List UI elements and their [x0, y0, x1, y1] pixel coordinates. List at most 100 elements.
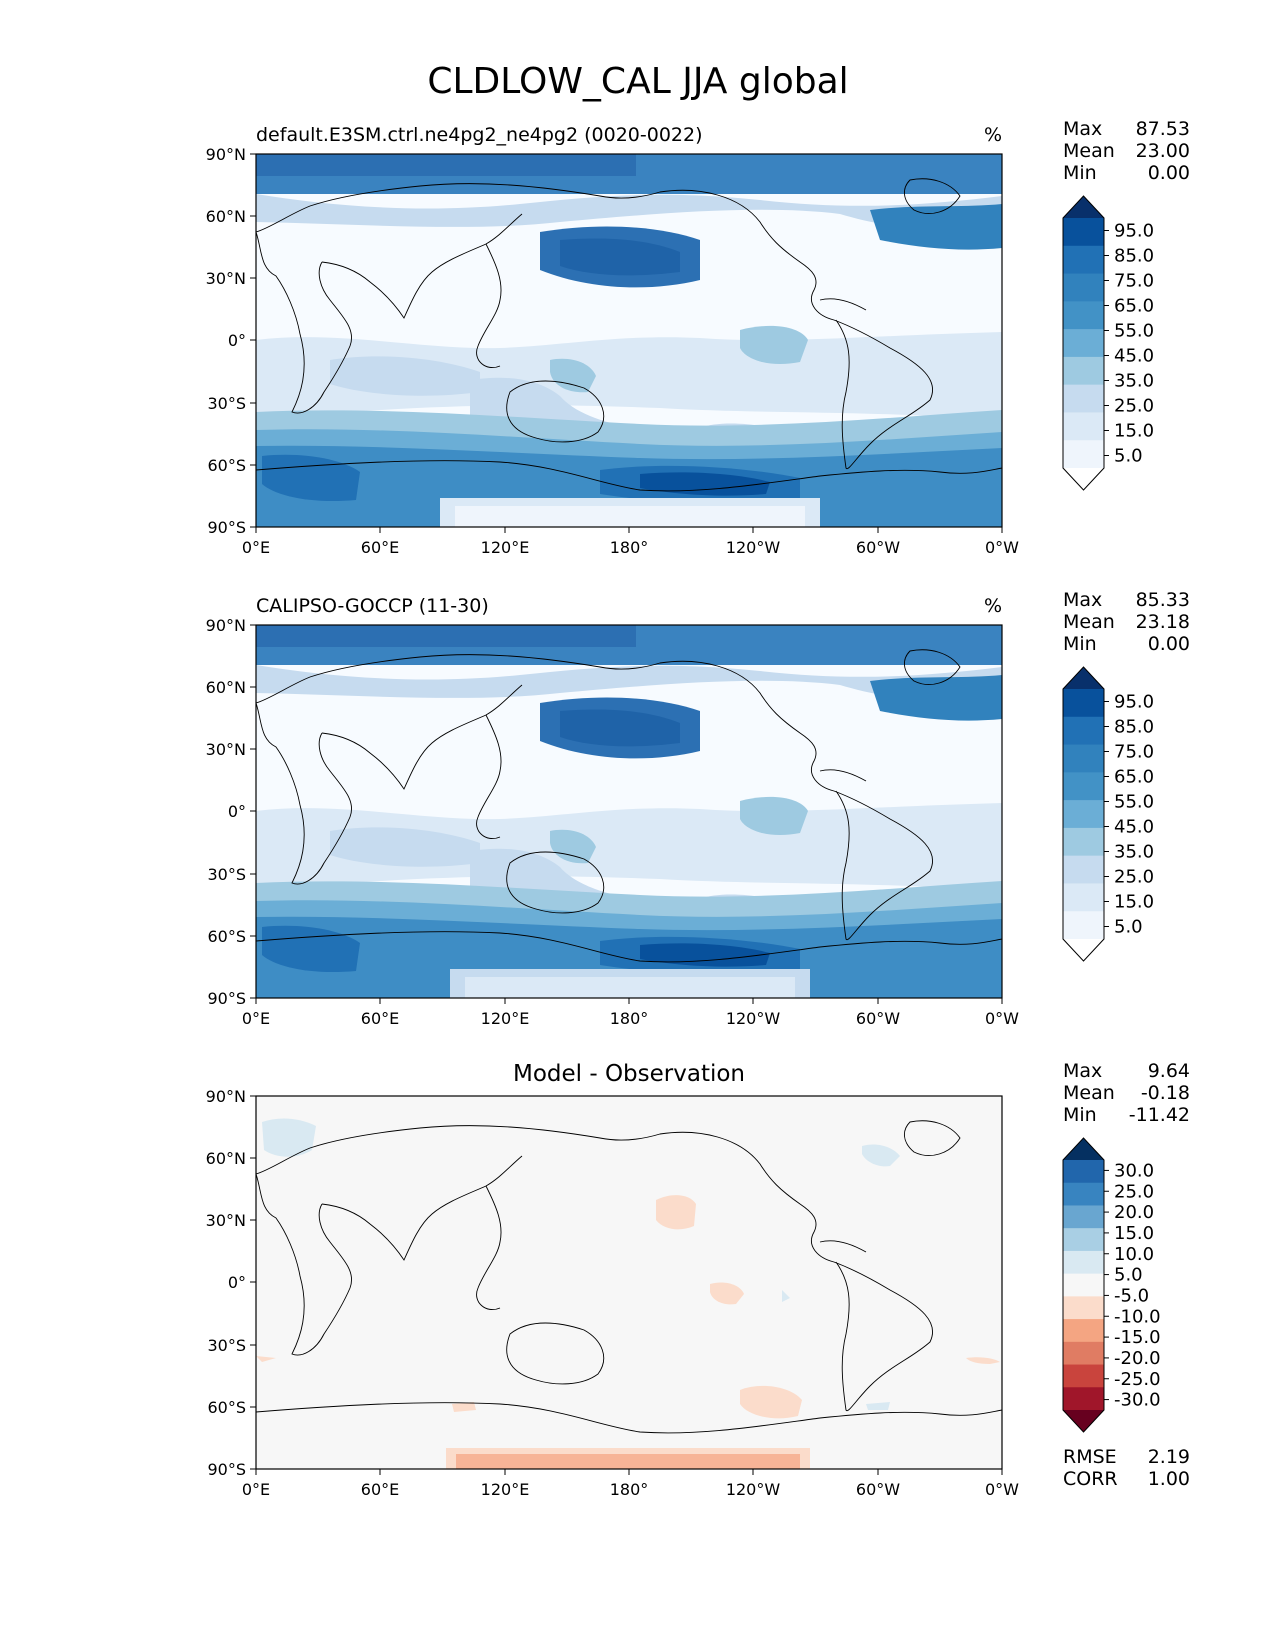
error-stats: RMSE 2.19 CORR 1.00 — [1063, 1446, 1190, 1490]
stat-value: 87.53 — [1136, 118, 1190, 140]
lat-tick-label: 60°N — [206, 678, 246, 697]
lon-tick-label: 0°E — [242, 1009, 270, 1028]
lon-tick-label: 60°W — [856, 538, 900, 557]
map-field — [256, 625, 1002, 998]
colorbar-segment — [1063, 827, 1104, 857]
colorbar-segment — [1063, 911, 1104, 940]
colorbar-outline — [1062, 195, 1105, 491]
panel-title: Model - Observation — [513, 1061, 745, 1087]
lat-tick-label: 30°N — [206, 1211, 246, 1230]
stat-value: 9.64 — [1148, 1060, 1190, 1082]
lat-tick-label: 90°N — [206, 145, 246, 164]
panel-difference: Model - Observation — [206, 1060, 1190, 1499]
colorbar-label: 65.0 — [1114, 296, 1154, 317]
stat-value: 85.33 — [1136, 589, 1190, 611]
coastlines — [256, 649, 1002, 963]
lat-tick-label: 30°S — [207, 865, 246, 884]
colorbar-label: 45.0 — [1114, 346, 1154, 367]
lon-tick-label: 120°W — [726, 1480, 781, 1499]
lat-tick-label: 30°N — [206, 740, 246, 759]
lon-tick-label: 120°W — [726, 1009, 781, 1028]
colorbar-label: 65.0 — [1114, 767, 1154, 788]
lat-tick-label: 60°S — [207, 456, 246, 475]
colorbar-label: 20.0 — [1114, 1202, 1154, 1223]
colorbar: 95.0 85.0 75.0 65.0 55.0 45.0 35.0 25.0 15.0 5.0 — [1062, 666, 1154, 962]
stat-value: 23.00 — [1136, 140, 1190, 162]
colorbar-label: 45.0 — [1114, 817, 1154, 838]
lon-tick-label: 60°W — [856, 1009, 900, 1028]
colorbar-segment — [1063, 1341, 1104, 1366]
lon-tick-label: 60°E — [361, 1009, 399, 1028]
lat-tick-label: 60°S — [207, 1398, 246, 1417]
stats-block: Max 9.64 Mean -0.18 Min -11.42 — [1063, 1060, 1190, 1126]
colorbar-segment — [1063, 1273, 1104, 1297]
map-field — [256, 154, 1002, 527]
colorbar-segment — [1063, 1387, 1104, 1411]
lon-axis: 0°E 60°E 120°E 180° 120°W 60°W 0°W — [242, 527, 1019, 557]
colorbar-label: 35.0 — [1114, 371, 1154, 392]
colorbar-label: 5.0 — [1114, 1265, 1143, 1286]
colorbar-segment — [1063, 1364, 1104, 1388]
stat-value: 23.18 — [1136, 611, 1190, 633]
colorbar-segment — [1063, 384, 1104, 413]
stat-value: -0.18 — [1141, 1082, 1190, 1104]
lat-tick-label: 30°S — [207, 394, 246, 413]
lon-tick-label: 0°W — [985, 1480, 1019, 1499]
lon-tick-label: 0°E — [242, 538, 270, 557]
colorbar: 30.025.020.015.010.05.0-5.0-10.0-15.0-20… — [1062, 1137, 1161, 1433]
colorbar-segment — [1063, 1205, 1104, 1229]
lon-tick-label: 120°E — [481, 538, 530, 557]
lon-tick-label: 60°E — [361, 1480, 399, 1499]
colorbar-segment — [1063, 772, 1104, 801]
stat-value: 1.00 — [1148, 1468, 1190, 1490]
lat-tick-label: 90°S — [207, 989, 246, 1008]
stat-label: Max — [1063, 1060, 1102, 1082]
colorbar-label: 55.0 — [1114, 321, 1154, 342]
lat-tick-label: 0° — [228, 802, 246, 821]
colorbar-label: 15.0 — [1114, 421, 1154, 442]
colorbar-label: -10.0 — [1114, 1306, 1161, 1327]
colorbar-segment — [1063, 716, 1104, 746]
lat-axis: 90°N 60°N 30°N 0° 30°S 60°S 90°S — [206, 616, 256, 1008]
lon-tick-label: 60°E — [361, 538, 399, 557]
colorbar-label: 5.0 — [1114, 446, 1143, 467]
colorbar: 95.0 85.0 75.0 65.0 55.0 45.0 35.0 25.0 15.0 5.0 — [1062, 195, 1154, 491]
lat-tick-label: 90°N — [206, 1087, 246, 1106]
colorbar-label: -30.0 — [1114, 1390, 1161, 1411]
panel-units: % — [984, 124, 1002, 146]
lat-axis: 90°N 60°N 30°N 0° 30°S 60°S 90°S — [206, 145, 256, 537]
stats-block: Max 87.53 Mean 23.00 Min 0.00 — [1063, 118, 1190, 184]
colorbar-extend-min — [1063, 1410, 1104, 1432]
lon-tick-label: 120°E — [481, 1009, 530, 1028]
colorbar-label: 30.0 — [1114, 1160, 1154, 1181]
colorbar-segment — [1063, 329, 1104, 358]
stat-label: Min — [1063, 633, 1097, 655]
colorbar-segment — [1063, 301, 1104, 330]
panel-title: CALIPSO-GOCCP (11-30) — [256, 595, 489, 617]
lat-tick-label: 0° — [228, 331, 246, 350]
colorbar-extend-min — [1063, 468, 1104, 490]
lat-tick-label: 60°N — [206, 1149, 246, 1168]
stat-label: CORR — [1063, 1468, 1118, 1490]
lat-tick-label: 0° — [228, 1273, 246, 1292]
lon-tick-label: 180° — [610, 1480, 649, 1499]
stat-value: 0.00 — [1148, 162, 1190, 184]
colorbar-label: 95.0 — [1114, 221, 1154, 242]
colorbar-label: 85.0 — [1114, 246, 1154, 267]
lat-tick-label: 60°N — [206, 207, 246, 226]
lon-tick-label: 0°E — [242, 1480, 270, 1499]
colorbar-outline — [1062, 666, 1105, 962]
colorbar-label: 35.0 — [1114, 842, 1154, 863]
lat-tick-label: 30°N — [206, 269, 246, 288]
colorbar-label: -5.0 — [1114, 1285, 1149, 1306]
colorbar-segment — [1063, 245, 1104, 275]
stat-value: 0.00 — [1148, 633, 1190, 655]
panel-title: default.E3SM.ctrl.ne4pg2_ne4pg2 (0020-00… — [256, 124, 703, 146]
stat-label: Min — [1063, 162, 1097, 184]
colorbar-label: 85.0 — [1114, 717, 1154, 738]
colorbar-segment — [1063, 356, 1104, 386]
stat-value: 2.19 — [1148, 1446, 1190, 1468]
lon-tick-label: 60°W — [856, 1480, 900, 1499]
lon-tick-label: 180° — [610, 538, 649, 557]
